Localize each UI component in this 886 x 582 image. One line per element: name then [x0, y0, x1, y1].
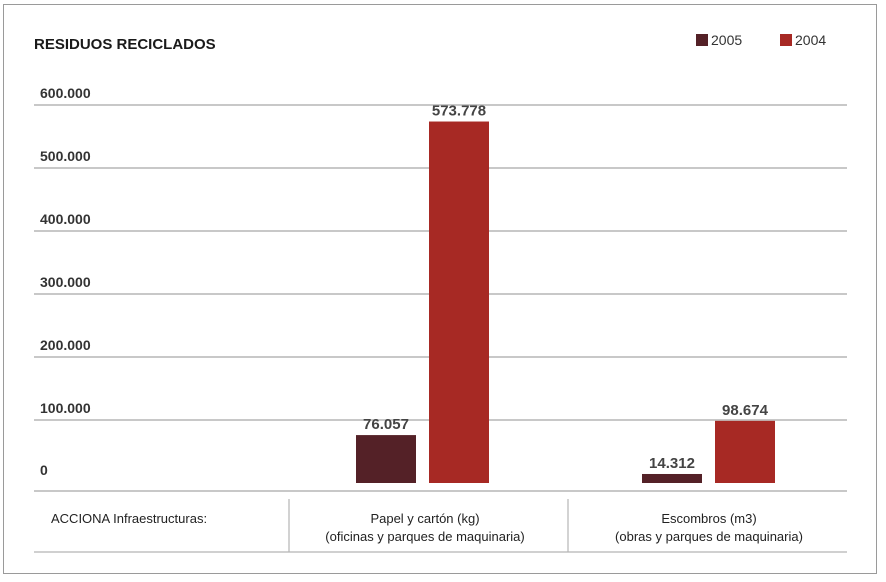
y-tick-label: 600.000 [40, 85, 91, 101]
legend: 2005 2004 [696, 32, 826, 48]
chart-title: RESIDUOS RECICLADOS [34, 36, 216, 53]
y-tick-label: 400.000 [40, 211, 91, 227]
bars [356, 121, 775, 483]
legend-swatch [780, 34, 792, 46]
chart-frame: RESIDUOS RECICLADOS 2005 2004 0 100.000 200… [3, 4, 877, 574]
bar-2004-1 [429, 121, 489, 483]
data-labels: 76.057 14.312 573.778 98.674 [363, 103, 769, 472]
y-tick-label: 200.000 [40, 337, 91, 353]
y-axis-ticks: 0 100.000 200.000 300.000 400.000 500.000 600.… [40, 85, 91, 478]
data-label: 14.312 [649, 455, 695, 472]
category-table: ACCIONA Infraestructuras: Papel y cartón … [34, 490, 847, 553]
bar-2005-1 [356, 435, 416, 483]
bar-2005-2 [642, 473, 702, 483]
data-label: 76.057 [363, 416, 409, 433]
y-tick-label: 300.000 [40, 274, 91, 290]
category-label: Escombros (m3) [661, 511, 756, 526]
chart-svg: RESIDUOS RECICLADOS 2005 2004 0 100.000 200… [34, 32, 847, 553]
legend-label: 2004 [795, 32, 826, 48]
legend-label: 2005 [711, 32, 742, 48]
category-sublabel: (oficinas y parques de maquinaria) [325, 529, 524, 544]
category-sublabel: (obras y parques de maquinaria) [615, 529, 803, 544]
y-tick-label: 500.000 [40, 148, 91, 164]
y-tick-label: 0 [40, 462, 48, 478]
bar-2004-2 [715, 420, 775, 483]
data-label: 98.674 [722, 402, 769, 419]
data-label: 573.778 [432, 103, 486, 120]
category-label: Papel y cartón (kg) [370, 511, 479, 526]
legend-swatch [696, 34, 708, 46]
row-header: ACCIONA Infraestructuras: [51, 511, 207, 526]
y-tick-label: 100.000 [40, 400, 91, 416]
